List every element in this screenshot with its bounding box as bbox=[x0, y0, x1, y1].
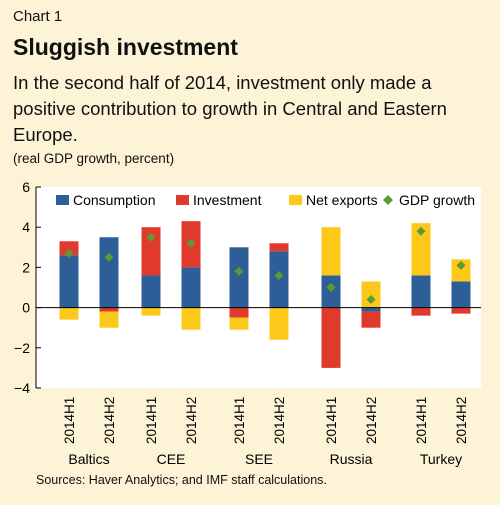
gdp-growth-marker bbox=[416, 226, 426, 236]
group-label: Russia bbox=[330, 451, 373, 467]
bar-net-exports bbox=[59, 307, 79, 320]
bar-consumption bbox=[451, 281, 471, 308]
legend: Consumption Investment Net exports GDP grow… bbox=[56, 192, 475, 208]
legend-label: Investment bbox=[193, 192, 262, 208]
x-tick-label: 2014H2 bbox=[272, 397, 287, 444]
group-label: Baltics bbox=[68, 451, 109, 467]
bar-consumption bbox=[141, 275, 161, 308]
bars-layer bbox=[59, 221, 471, 368]
gdp-growth-marker bbox=[326, 283, 336, 292]
chart-number: Chart 1 bbox=[13, 8, 63, 25]
chart-subtitle: In the second half of 2014, investment o… bbox=[13, 72, 447, 145]
gdp-growth-marker bbox=[104, 252, 114, 262]
x-tick-label: 2014H2 bbox=[102, 397, 117, 444]
y-tick-label: −2 bbox=[14, 340, 30, 356]
x-tick-label: 2014H1 bbox=[144, 397, 159, 444]
y-tick-label: −4 bbox=[14, 380, 30, 396]
y-tick-label: 4 bbox=[22, 219, 30, 235]
x-tick-label: 2014H2 bbox=[364, 397, 379, 444]
y-tick-label: 6 bbox=[22, 179, 30, 195]
source-note: Sources: Haver Analytics; and IMF staff … bbox=[36, 473, 327, 487]
x-tick-label: 2014H1 bbox=[62, 397, 77, 444]
x-tick-label: 2014H1 bbox=[414, 397, 429, 444]
y-tick-label: 2 bbox=[22, 259, 30, 275]
bar-investment bbox=[269, 243, 289, 252]
bar-net-exports bbox=[269, 307, 289, 340]
y-axis-ticks: −4 −2 0 2 4 6 bbox=[14, 179, 41, 396]
bar-net-exports bbox=[411, 223, 431, 276]
bar-net-exports bbox=[451, 259, 471, 282]
group-label: SEE bbox=[245, 451, 273, 467]
gdp-growth-marker bbox=[234, 266, 244, 276]
bar-investment bbox=[141, 227, 161, 276]
bar-investment bbox=[99, 307, 119, 312]
gdp-growth-marker bbox=[64, 248, 74, 258]
x-tick-label: 2014H2 bbox=[454, 397, 469, 444]
bar-investment bbox=[451, 307, 471, 314]
bar-net-exports bbox=[229, 317, 249, 330]
bar-net-exports bbox=[141, 307, 161, 316]
y-tick-label: 0 bbox=[22, 300, 30, 316]
y-axis-unit-label: (real GDP growth, percent) bbox=[13, 151, 175, 166]
bar-consumption bbox=[99, 237, 119, 308]
gdp-growth-marker bbox=[146, 232, 156, 242]
bar-consumption bbox=[411, 275, 431, 308]
group-label: CEE bbox=[157, 451, 186, 467]
bar-investment bbox=[321, 307, 341, 368]
gdp-growth-marker bbox=[456, 260, 466, 270]
legend-label: Consumption bbox=[73, 192, 156, 208]
bar-investment bbox=[411, 307, 431, 316]
markers-layer bbox=[64, 226, 466, 305]
bar-investment bbox=[229, 307, 249, 318]
x-tick-label: 2014H1 bbox=[324, 397, 339, 444]
bar-consumption bbox=[229, 247, 249, 308]
legend-swatch bbox=[289, 195, 302, 205]
chart-title: Sluggish investment bbox=[13, 34, 238, 60]
bar-consumption bbox=[59, 255, 79, 308]
legend-swatch bbox=[176, 195, 189, 205]
bar-net-exports bbox=[181, 307, 201, 330]
gdp-growth-marker bbox=[366, 295, 376, 305]
legend-swatch bbox=[383, 195, 393, 205]
bar-consumption bbox=[361, 307, 381, 312]
bar-net-exports bbox=[99, 311, 119, 328]
x-axis-labels: 2014H1 2014H2 2014H1 2014H2 2014H1 2014H2 2014… bbox=[62, 397, 469, 467]
bar-investment bbox=[59, 241, 79, 256]
group-label: Turkey bbox=[420, 451, 462, 467]
gdp-growth-marker bbox=[274, 270, 284, 280]
gdp-growth-marker bbox=[186, 238, 196, 248]
legend-label: Net exports bbox=[306, 192, 378, 208]
bar-consumption bbox=[181, 267, 201, 308]
legend-label: GDP growth bbox=[399, 192, 475, 208]
legend-swatch bbox=[56, 195, 69, 205]
x-tick-label: 2014H1 bbox=[232, 397, 247, 444]
bar-net-exports bbox=[361, 281, 381, 308]
x-tick-label: 2014H2 bbox=[184, 397, 199, 444]
bar-investment bbox=[361, 311, 381, 328]
bar-net-exports bbox=[321, 227, 341, 276]
